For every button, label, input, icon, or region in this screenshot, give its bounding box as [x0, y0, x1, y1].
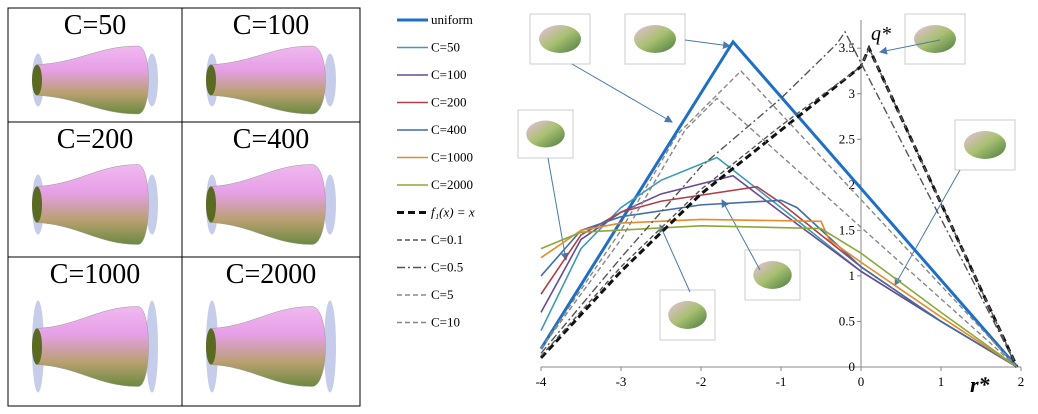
x-tick-label: 0: [858, 374, 865, 389]
vase-mouth: [32, 65, 42, 96]
y-tick-label: 0: [849, 359, 856, 374]
thumbnail-shape: [753, 261, 792, 289]
panel-label: C=200: [57, 124, 133, 155]
arrow: [572, 64, 672, 122]
vase-render: [36, 307, 149, 387]
field-lines: [324, 301, 336, 393]
y-axis-label: q*: [871, 23, 891, 45]
y-tick-label: 2.5: [839, 131, 855, 146]
arrow: [722, 200, 760, 270]
legend-label: C=1000: [431, 150, 473, 165]
thumbnail-shape: [634, 25, 676, 53]
legend-label: uniform: [431, 12, 473, 27]
panel-label: C=1000: [50, 259, 140, 290]
legend-label: C=0.1: [431, 232, 463, 247]
x-tick-label: 1: [938, 374, 945, 389]
field-lines: [324, 175, 336, 235]
vase-mouth: [206, 329, 216, 365]
y-tick-label: 3: [849, 86, 856, 101]
thumbnail-shape: [668, 301, 707, 329]
legend-label: C=2000: [431, 177, 473, 192]
arrow: [660, 225, 690, 292]
panel-label: C=2000: [226, 259, 316, 290]
thumbnail-shape: [539, 25, 581, 53]
vase-render: [36, 46, 149, 114]
panel-label: C=50: [64, 10, 126, 41]
x-axis-label: r*: [970, 372, 991, 397]
x-tick-label: -1: [776, 374, 787, 389]
vase-render: [210, 165, 326, 245]
legend-label: C=50: [431, 40, 460, 55]
x-tick-label: -4: [536, 374, 547, 389]
series-line: [541, 42, 1017, 367]
panel-label: C=400: [233, 124, 309, 155]
thumbnail-shape: [914, 25, 956, 53]
figure: -4-3-2-101200.511.522.533.5q*r*uniformC=…: [0, 0, 1038, 414]
vase-mouth: [206, 187, 216, 223]
x-tick-label: -3: [616, 374, 627, 389]
vase-render: [210, 307, 326, 387]
x-tick-label: 2: [1018, 374, 1025, 389]
vase-mouth: [32, 329, 42, 365]
y-tick-label: 0.5: [839, 313, 855, 328]
arrow: [685, 40, 730, 46]
legend-label: C=10: [431, 315, 460, 330]
legend-label: C=400: [431, 122, 467, 137]
series-line: [541, 32, 1017, 367]
vase-render: [210, 46, 326, 114]
x-tick-label: -2: [696, 374, 707, 389]
vase-mouth: [206, 65, 216, 96]
legend-label: C=5: [431, 287, 454, 302]
arrow: [895, 170, 960, 285]
legend-label: C=100: [431, 67, 467, 82]
vase-render: [36, 165, 149, 245]
y-tick-label: 1: [849, 268, 856, 283]
field-lines: [324, 54, 336, 107]
y-tick-label: 3.5: [839, 40, 855, 55]
legend-label: f₁(x) = x: [431, 205, 475, 220]
thumbnail-shape: [964, 131, 1006, 159]
y-tick-label: 1.5: [839, 222, 855, 237]
legend-label: C=0.5: [431, 260, 463, 275]
thumbnail-shape: [526, 121, 565, 148]
vase-mouth: [32, 187, 42, 223]
panel-label: C=100: [233, 10, 309, 41]
legend-label: C=200: [431, 95, 467, 110]
